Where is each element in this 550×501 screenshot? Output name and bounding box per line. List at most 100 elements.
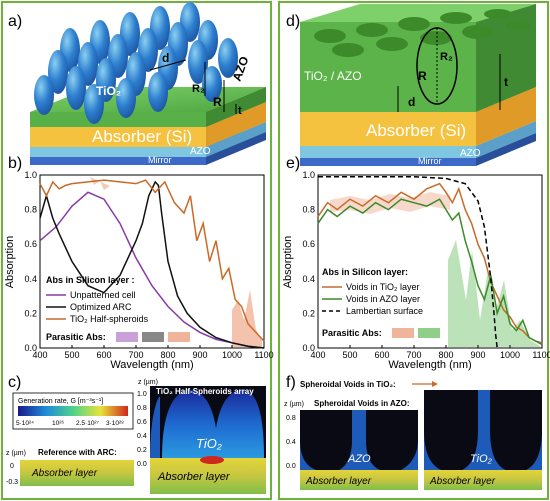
chart-b-xtick-label-0: 400 bbox=[32, 350, 47, 360]
panel-c: Generation rate, G [m⁻³s⁻¹] 5·10²⁴ 10²⁶ … bbox=[6, 379, 266, 494]
legend-label-lambertian: Lambertian surface bbox=[346, 306, 423, 316]
d-label-a: d bbox=[162, 51, 169, 65]
ref-label: Reference with ARC: bbox=[38, 448, 117, 457]
mirror-label-d: Mirror bbox=[418, 156, 442, 166]
chart-e-parasitic-label: Parasitic Abs: bbox=[322, 328, 382, 338]
chart-b-xtick-label-7: 1100 bbox=[254, 350, 273, 360]
f-absorber-right: Absorber layer bbox=[429, 476, 496, 487]
chart-e-xtick-label-3: 700 bbox=[406, 350, 421, 360]
ref-axis-label: z (µm) bbox=[6, 450, 26, 457]
chart-b-ytick-label-5: 1.0 bbox=[24, 170, 37, 180]
chart-e-ytick-label-3: 0.6 bbox=[302, 239, 315, 249]
chart-e-ytick-label-1: 0.2 bbox=[302, 308, 315, 318]
chart-b-ytick-label-3: 0.6 bbox=[24, 239, 37, 249]
colorbar-tick-3: 3·10²⁸ bbox=[106, 420, 124, 427]
parasitic-swatch-purple bbox=[116, 332, 138, 342]
legend-label-arc: Optimized ARC bbox=[70, 302, 132, 312]
absorber-label-a: Absorber (Si) bbox=[92, 127, 192, 146]
parasitic-swatch-gray bbox=[142, 332, 164, 342]
chart-e-xtick-label-6: 1000 bbox=[500, 350, 520, 360]
chart-b-ytick-label-4: 0.8 bbox=[24, 205, 37, 215]
azo-region-label: AZO bbox=[347, 453, 371, 465]
chart-b-parasitic-fills bbox=[90, 177, 262, 347]
tio2-label-a: TiO₂ bbox=[96, 84, 121, 98]
chart-b-legend-title: Abs in Silicon layer : bbox=[46, 275, 135, 285]
chart-e-series-0 bbox=[317, 182, 543, 344]
chart-e-xtick-label-4: 800 bbox=[438, 350, 453, 360]
tio2-region-label-c: TiO₂ bbox=[196, 436, 222, 451]
ref-tick-0: 0 bbox=[10, 463, 14, 470]
parasitic-swatch-pink bbox=[168, 332, 190, 342]
chart-b-xtick-label-2: 600 bbox=[96, 350, 111, 360]
chart-e-ytick-label-5: 1.0 bbox=[302, 170, 315, 180]
chart-e-ytick-label-4: 0.8 bbox=[302, 205, 315, 215]
chart-e-series-2 bbox=[318, 175, 498, 349]
chart-b-xlabel: Wavelength (nm) bbox=[110, 359, 193, 371]
chart-b-legend: Abs in Silicon layer : Unpatterned cell … bbox=[46, 275, 190, 342]
f-tick-1: 0.4 bbox=[286, 439, 296, 446]
chart-b-series-2 bbox=[39, 179, 265, 342]
mirror-label-a: Mirror bbox=[148, 155, 172, 165]
parasitic-swatch-pink-e bbox=[392, 328, 414, 338]
chart-e-legend-title: Abs in Silicon layer: bbox=[322, 267, 408, 277]
array-tick-4: 0.2 bbox=[137, 447, 147, 454]
colorbar-tick-0: 5·10²⁴ bbox=[16, 420, 34, 427]
chart-b-xtick-label-4: 800 bbox=[160, 350, 175, 360]
f-absorber-left: Absorber layer bbox=[305, 476, 372, 487]
chart-e-xtick-label-0: 400 bbox=[310, 350, 325, 360]
azo-bottom-label-d: AZO bbox=[460, 148, 481, 159]
right-frame bbox=[278, 1, 549, 500]
chart-e-xtick-label-1: 500 bbox=[342, 350, 357, 360]
f-tick-2: 0.0 bbox=[286, 463, 296, 470]
t-label-d: t bbox=[504, 75, 508, 89]
colorbar-tick-1: 10²⁶ bbox=[52, 420, 64, 427]
colorbar bbox=[18, 406, 128, 416]
chart-b-ylabel: Absorption bbox=[4, 236, 16, 289]
chart-e-xtick-label-5: 900 bbox=[470, 350, 485, 360]
panel-label-e: e) bbox=[286, 155, 300, 172]
legend-label-voids-tio2: Voids in TiO₂ layer bbox=[346, 282, 420, 292]
chart-b-parasitic-label: Parasitic Abs: bbox=[46, 332, 106, 342]
array-tick-1: 0.8 bbox=[137, 405, 147, 412]
chart-e-xtick-label-7: 1100 bbox=[532, 350, 550, 360]
chart-e: 400 500 600 700 800 900 1000 1100 0.0 0.2 0.4 0.6 0… bbox=[282, 170, 550, 371]
tio2-half-spheroids bbox=[34, 2, 238, 124]
r-label-d: R bbox=[418, 69, 427, 83]
chart-b-ytick-label-0: 0.0 bbox=[24, 343, 37, 353]
azo-bottom-label-a: AZO bbox=[190, 146, 211, 157]
array-axis-label: z (µm) bbox=[138, 379, 158, 386]
array-absorber-label: Absorber layer bbox=[157, 471, 231, 483]
panel-label-c: c) bbox=[8, 374, 21, 391]
chart-b-plot-area bbox=[39, 174, 265, 349]
chart-b-xtick-label-1: 500 bbox=[64, 350, 79, 360]
array-title: TiO₂ Half-Spheroids array bbox=[156, 387, 254, 396]
tio2-voids-label: Spheroidal Voids in TiO₂: bbox=[300, 380, 396, 389]
chart-b: 400 500 600 700 800 900 1000 1100 0.0 0.2 0.4 0.6 0… bbox=[4, 170, 274, 371]
panel-label-d: d) bbox=[286, 13, 300, 30]
schematic-a: TiO₂ AZO Absorber (Si) AZO Mirror d R₂ R… bbox=[30, 2, 266, 165]
array-tick-5: 0.0 bbox=[137, 461, 147, 468]
chart-b-ytick-label-1: 0.2 bbox=[24, 308, 37, 318]
r2-label-a: R₂ bbox=[192, 83, 205, 95]
chart-b-xtick-label-6: 1000 bbox=[222, 350, 242, 360]
panel-f: Spheroidal Voids in TiO₂: z (µm) Spheroi… bbox=[284, 380, 542, 490]
chart-e-ytick-label-2: 0.4 bbox=[302, 274, 315, 284]
f-axis-label: z (µm) bbox=[284, 401, 304, 408]
ref-absorber-label: Absorber layer bbox=[31, 468, 98, 479]
chart-e-xlabel: Wavelength (nm) bbox=[388, 359, 471, 371]
array-tick-3: 0.4 bbox=[137, 433, 147, 440]
panel-label-b: b) bbox=[8, 155, 22, 172]
chart-e-xtick-label-2: 600 bbox=[374, 350, 389, 360]
absorber-label-d: Absorber (Si) bbox=[366, 121, 466, 140]
array-tick-0: 1.0 bbox=[137, 391, 147, 398]
chart-b-xtick-label-3: 700 bbox=[128, 350, 143, 360]
chart-b-xtick-label-5: 900 bbox=[192, 350, 207, 360]
legend-label-unpatterned: Unpatterned cell bbox=[70, 290, 136, 300]
chart-e-parasitic-fills bbox=[330, 192, 540, 347]
chart-e-series-1 bbox=[317, 198, 543, 346]
tio2-region-label-f: TiO₂ bbox=[470, 453, 493, 465]
r2-label-d: R₂ bbox=[440, 51, 453, 63]
legend-label-voids-azo: Voids in AZO layer bbox=[346, 294, 420, 304]
chart-e-ylabel: Absorption bbox=[282, 236, 294, 289]
